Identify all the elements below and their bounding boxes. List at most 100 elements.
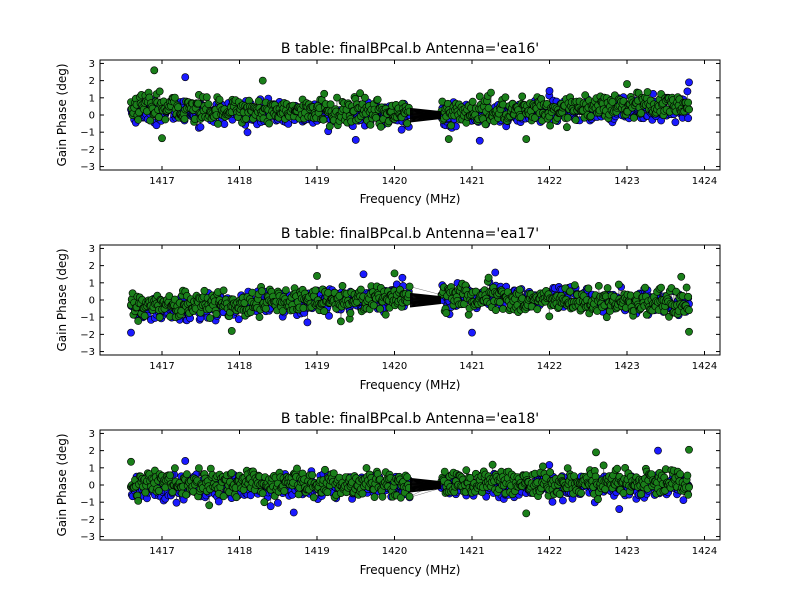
series-2-point	[684, 98, 693, 107]
x-tick-label: 1422	[537, 176, 562, 187]
x-tick-label: 1422	[537, 546, 562, 557]
outlier-point	[127, 328, 135, 337]
series-2-point	[584, 284, 593, 293]
subplot-2-points	[127, 268, 693, 337]
series-2-point	[594, 281, 603, 290]
subplot-1-title: B table: finalBPcal.b Antenna='ea16'	[281, 41, 539, 57]
series-2-point	[563, 123, 571, 132]
x-tick-label: 1420	[382, 176, 407, 187]
outlier-point	[592, 448, 600, 457]
series-2-point	[294, 490, 303, 499]
series-1-point	[243, 128, 252, 137]
y-tick-label: 0	[89, 481, 95, 492]
series-1-point	[683, 87, 692, 96]
series-2-point	[396, 493, 405, 502]
subplot-3-points	[127, 445, 693, 518]
outlier-point	[444, 135, 453, 143]
subplot-3: B table: finalBPcal.b Antenna='ea18' Fre…	[55, 411, 721, 577]
series-2-point	[320, 89, 329, 98]
series-2-point	[581, 91, 590, 100]
series-2-point	[134, 115, 143, 124]
series-2-point	[257, 287, 266, 296]
series-2-point	[442, 309, 451, 317]
subplot-3-xlabel: Frequency (MHz)	[360, 563, 461, 577]
series-2-point	[376, 122, 385, 131]
y-tick-label: 3	[89, 59, 95, 70]
y-tick-label: −2	[80, 145, 95, 156]
series-1-point	[214, 497, 223, 506]
series-2-point	[685, 306, 693, 315]
y-tick-label: −1	[80, 128, 95, 139]
series-2-point	[676, 470, 685, 478]
series-2-point	[206, 314, 214, 322]
series-2-point	[614, 280, 623, 289]
series-2-point	[194, 464, 203, 472]
outlier-point	[181, 73, 190, 82]
series-2-point	[619, 489, 628, 497]
x-tick-label: 1417	[149, 361, 174, 372]
subplot-2-xlabel: Frequency (MHz)	[360, 378, 461, 392]
series-2-point	[683, 471, 692, 480]
outlier-point	[289, 508, 298, 517]
series-2-point	[280, 487, 289, 495]
outlier-point	[150, 66, 159, 75]
series-2-point	[570, 472, 578, 480]
x-tick-label: 1422	[537, 361, 562, 372]
y-tick-label: 0	[89, 296, 95, 307]
outlier-point	[522, 509, 531, 518]
series-1-point	[397, 125, 406, 134]
series-2-point	[319, 115, 328, 124]
y-tick-label: 0	[89, 111, 95, 122]
outlier-point	[227, 327, 236, 335]
series-2-point	[134, 317, 143, 325]
series-2-point	[170, 93, 179, 102]
series-2-point	[362, 464, 371, 472]
series-2-point	[311, 286, 320, 295]
y-tick-label: 2	[89, 261, 95, 272]
series-2-point	[373, 95, 382, 104]
x-tick-label: 1423	[614, 546, 639, 557]
series-2-point	[545, 312, 554, 321]
series-1-point	[172, 498, 181, 507]
series-2-point	[258, 489, 267, 498]
series-2-point	[215, 95, 224, 104]
series-2-point	[577, 489, 586, 497]
series-2-point	[321, 465, 329, 474]
series-2-point	[205, 501, 214, 510]
series-2-point	[161, 115, 170, 124]
series-2-point	[260, 498, 269, 507]
series-2-point	[684, 292, 693, 301]
series-2-point	[346, 309, 355, 317]
outlier-point	[685, 78, 693, 87]
series-2-point	[170, 464, 179, 473]
series-2-point	[219, 286, 228, 295]
series-2-point	[516, 113, 525, 121]
series-1-point	[303, 318, 312, 327]
series-2-point	[637, 490, 645, 499]
y-tick-label: 1	[89, 278, 95, 289]
outlier-point	[127, 457, 135, 466]
x-tick-label: 1424	[692, 361, 717, 372]
series-2-point	[637, 109, 645, 118]
y-tick-label: 3	[89, 429, 95, 440]
series-2-point	[182, 490, 190, 499]
x-tick-label: 1418	[227, 546, 252, 557]
series-2-point	[140, 311, 149, 320]
x-tick-label: 1417	[149, 546, 174, 557]
series-2-point	[481, 120, 490, 129]
series-2-point	[657, 283, 665, 292]
y-tick-label: 1	[89, 93, 95, 104]
outlier-point	[685, 445, 693, 454]
outlier-point	[545, 87, 554, 95]
series-2-point	[533, 305, 542, 314]
series-1-point	[234, 315, 243, 324]
series-2-point	[405, 492, 414, 501]
series-2-point	[255, 313, 264, 321]
series-2-point	[248, 288, 257, 297]
series-2-point	[154, 486, 163, 495]
series-2-point	[555, 490, 564, 499]
series-2-point	[641, 283, 649, 292]
x-tick-label: 1421	[459, 546, 484, 557]
series-2-point	[566, 287, 574, 296]
